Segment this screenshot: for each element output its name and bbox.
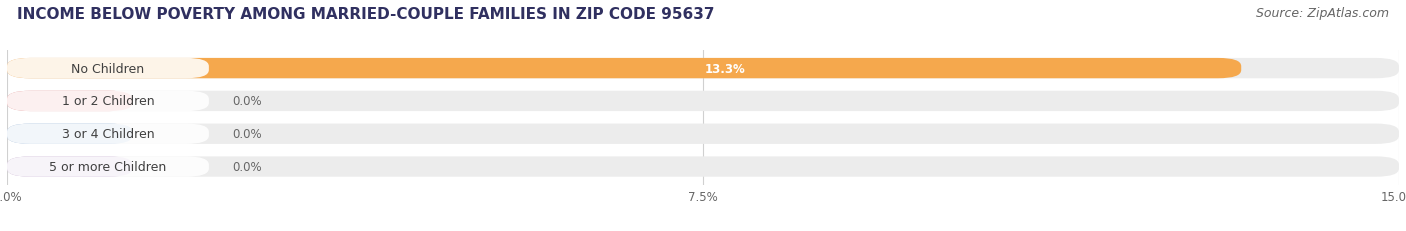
- FancyBboxPatch shape: [7, 59, 1241, 79]
- Text: 0.0%: 0.0%: [232, 160, 262, 173]
- FancyBboxPatch shape: [7, 59, 209, 79]
- FancyBboxPatch shape: [7, 124, 1399, 144]
- Text: Source: ZipAtlas.com: Source: ZipAtlas.com: [1256, 7, 1389, 20]
- Text: 0.0%: 0.0%: [232, 95, 262, 108]
- FancyBboxPatch shape: [7, 124, 132, 144]
- Text: 5 or more Children: 5 or more Children: [49, 160, 166, 173]
- FancyBboxPatch shape: [7, 91, 1399, 112]
- Text: No Children: No Children: [72, 62, 145, 75]
- Text: INCOME BELOW POVERTY AMONG MARRIED-COUPLE FAMILIES IN ZIP CODE 95637: INCOME BELOW POVERTY AMONG MARRIED-COUPL…: [17, 7, 714, 22]
- Text: 0.0%: 0.0%: [232, 128, 262, 141]
- FancyBboxPatch shape: [7, 91, 132, 112]
- FancyBboxPatch shape: [7, 91, 209, 112]
- Text: 1 or 2 Children: 1 or 2 Children: [62, 95, 155, 108]
- FancyBboxPatch shape: [7, 59, 1399, 79]
- FancyBboxPatch shape: [7, 157, 209, 177]
- FancyBboxPatch shape: [7, 157, 132, 177]
- Text: 13.3%: 13.3%: [704, 62, 745, 75]
- Text: 3 or 4 Children: 3 or 4 Children: [62, 128, 155, 141]
- FancyBboxPatch shape: [7, 124, 209, 144]
- FancyBboxPatch shape: [7, 157, 1399, 177]
